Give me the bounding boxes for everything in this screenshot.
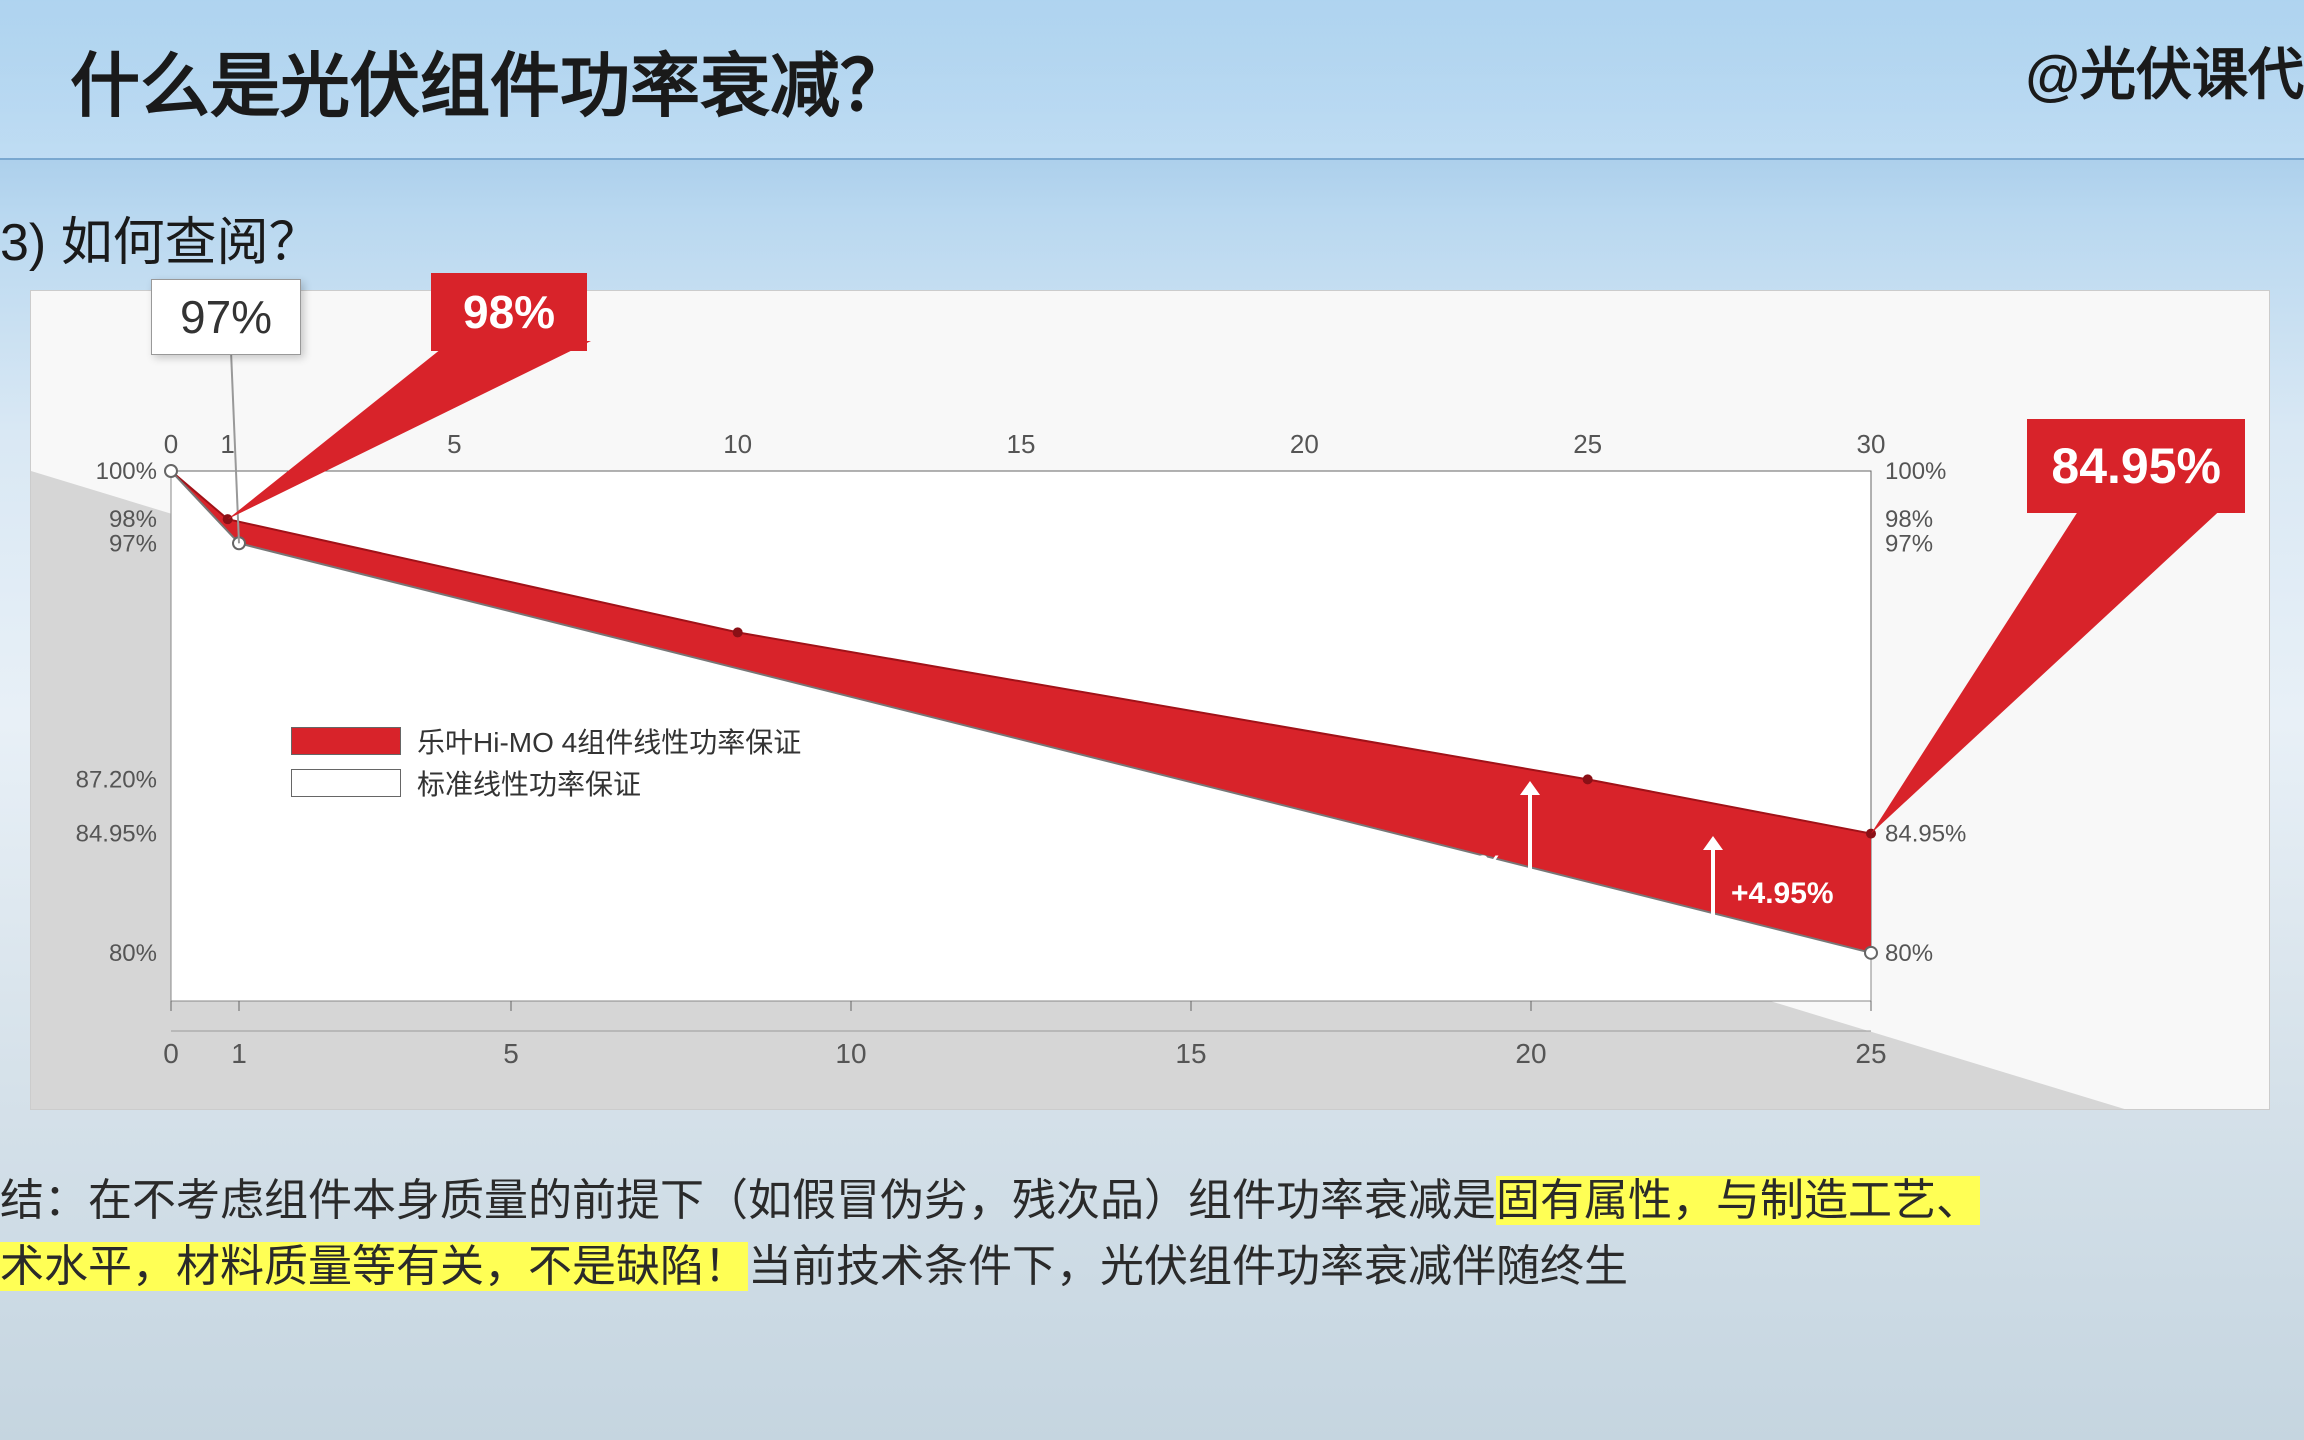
callout-97: 97% <box>151 279 301 355</box>
svg-text:5: 5 <box>503 1038 519 1069</box>
svg-text:15: 15 <box>1175 1038 1206 1069</box>
svg-text:84.95%: 84.95% <box>1885 821 1966 848</box>
delta-label-1: +7.2% <box>1418 850 1504 884</box>
svg-text:84.95%: 84.95% <box>76 821 157 848</box>
summary-text: 结：在不考虑组件本身质量的前提下（如假冒伪劣，残次品）组件功率衰减是固有属性，与… <box>0 1168 2274 1300</box>
svg-text:15: 15 <box>1007 429 1036 459</box>
svg-text:80%: 80% <box>109 940 157 967</box>
svg-text:97%: 97% <box>1885 530 1933 557</box>
summary-p1a: 结：在不考虑组件本身质量的前提下（如假冒伪劣，残次品）组件功率衰减是 <box>0 1176 1496 1225</box>
degradation-chart: 100%98%97%87.20%84.95%80%100%98%97%84.95… <box>31 291 2269 1109</box>
delta-arrow-2 <box>1711 848 1715 939</box>
svg-text:0: 0 <box>164 429 178 459</box>
svg-text:25: 25 <box>1573 429 1602 459</box>
svg-text:20: 20 <box>1290 429 1319 459</box>
svg-text:1: 1 <box>220 429 234 459</box>
svg-text:100%: 100% <box>1885 458 1946 485</box>
legend-red-label: 乐叶Hi-MO 4组件线性功率保证 <box>417 721 801 761</box>
main-title: 什么是光伏组件功率衰减？ <box>70 30 910 131</box>
delta-arrow-1 <box>1528 793 1532 938</box>
svg-text:98%: 98% <box>109 506 157 533</box>
svg-text:20: 20 <box>1515 1038 1546 1069</box>
svg-text:0: 0 <box>163 1038 179 1069</box>
summary-p1b: 固有属性，与制造工艺、 <box>1496 1176 1980 1225</box>
legend-red-swatch <box>291 727 401 755</box>
legend-white: 标准线性功率保证 <box>291 763 641 803</box>
svg-text:97%: 97% <box>109 530 157 557</box>
svg-text:1: 1 <box>231 1038 247 1069</box>
callout-8495: 84.95% <box>2027 419 2245 513</box>
svg-text:10: 10 <box>835 1038 866 1069</box>
chart-container: 100%98%97%87.20%84.95%80%100%98%97%84.95… <box>30 290 2270 1110</box>
summary-p2b: 当前技术条件下，光伏组件功率衰减伴随终生 <box>748 1242 1628 1291</box>
svg-text:98%: 98% <box>1885 506 1933 533</box>
watermark: @光伏课代 <box>2025 30 2304 111</box>
svg-text:10: 10 <box>723 429 752 459</box>
legend-white-label: 标准线性功率保证 <box>417 763 641 803</box>
legend-red: 乐叶Hi-MO 4组件线性功率保证 <box>291 721 801 761</box>
svg-text:87.20%: 87.20% <box>76 766 157 793</box>
svg-text:100%: 100% <box>96 458 157 485</box>
legend-white-swatch <box>291 769 401 797</box>
delta-label-2: +4.95% <box>1731 877 1834 911</box>
svg-text:5: 5 <box>447 429 461 459</box>
svg-text:80%: 80% <box>1885 940 1933 967</box>
callout-98: 98% <box>431 273 587 351</box>
svg-text:30: 30 <box>1857 429 1886 459</box>
section-subtitle: 3) 如何查阅？ <box>0 200 321 275</box>
svg-text:25: 25 <box>1855 1038 1886 1069</box>
summary-p2a: 术水平，材料质量等有关，不是缺陷！ <box>0 1242 748 1291</box>
